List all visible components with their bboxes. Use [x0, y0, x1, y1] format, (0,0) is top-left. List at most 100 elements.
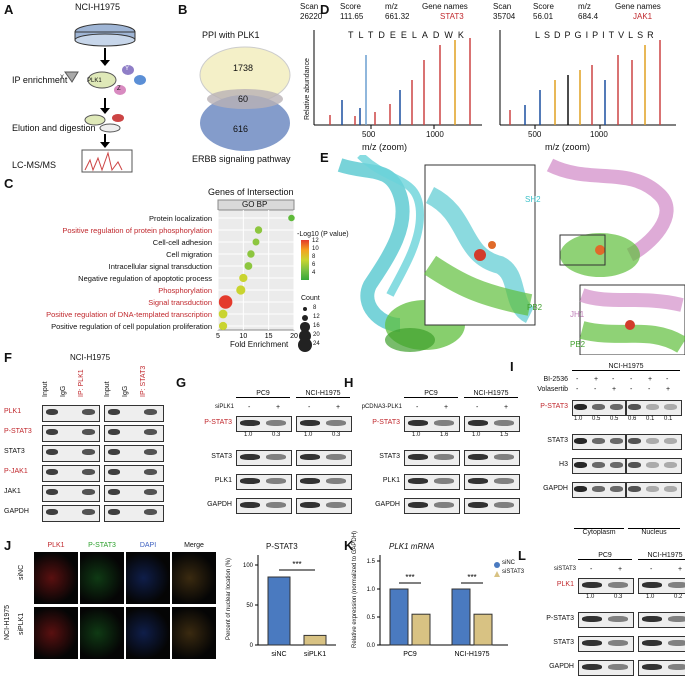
- blot-band: [108, 409, 120, 415]
- panel-letter-c: C: [4, 176, 14, 191]
- blot-band: [326, 454, 346, 460]
- b-title: PPI with PLK1: [202, 30, 260, 40]
- c-header: Genes of Intersection: [208, 187, 294, 197]
- d-right-peptide: LSDPGIPITVLSR: [535, 30, 658, 40]
- blot-band: [408, 478, 428, 484]
- j-panel: PLK1 P-STAT3 DAPI Merge NCI-H1975 siNC siPLK1 P…: [4, 540, 344, 666]
- d-left-xlabel: m/z (zoom): [362, 142, 407, 152]
- blot-band: [82, 469, 95, 475]
- c-legend-title: -Log10 (P value): [297, 231, 349, 238]
- blot-band: [468, 502, 488, 508]
- blot-band: [326, 502, 346, 508]
- h-blot: PC9 NCI-H1975 pCDNA3-PLK1 - + - + P-STAT3 1.0 1.6…: [344, 388, 520, 528]
- k-significance: ***: [467, 573, 476, 582]
- blot-band: [300, 454, 320, 460]
- c-count-dot: [297, 337, 313, 353]
- h-quant: 1.5: [500, 432, 509, 438]
- d-right-residue: P: [592, 30, 603, 40]
- i-cond2-label: Volasertib: [537, 386, 568, 393]
- panel-letter-e: E: [320, 150, 329, 165]
- d-left-peptide: TLTDEELADWK: [348, 30, 469, 40]
- blot-band: [664, 404, 677, 410]
- l-row-label: STAT3: [553, 639, 574, 646]
- k-title: PLK1 mRNA: [389, 542, 435, 551]
- i-quant: 0.1: [664, 416, 673, 422]
- blot-band: [82, 509, 95, 515]
- h-cell-header: NCI-H1975: [464, 390, 518, 398]
- c-count-dot: [303, 307, 307, 311]
- c-colorbar-value: 6: [312, 262, 316, 268]
- c-count-title: Count: [301, 295, 320, 302]
- d-left-residue: D: [378, 30, 390, 40]
- e-sh2-label: SH2: [525, 195, 541, 204]
- d-left-residue: L: [358, 30, 368, 40]
- f-blot: PLK1 P-STAT3 STAT3 P-JAK1 JAK1 GAPDH: [4, 405, 169, 530]
- c-category-label: Cell migration: [166, 250, 212, 259]
- blot-band: [144, 469, 157, 475]
- blot-band: [144, 449, 157, 455]
- blot-band: [434, 420, 454, 426]
- c-dot: [288, 214, 295, 222]
- i-sign1: +: [648, 376, 653, 383]
- g-sign: +: [276, 404, 281, 411]
- blot-band: [608, 582, 628, 588]
- d-ylabel: Relative abundance: [304, 58, 311, 120]
- g-sign: -: [248, 404, 251, 411]
- g-condition: siPLK1: [214, 404, 234, 410]
- l-sign: -: [650, 566, 653, 573]
- c-colorbar-value: 10: [312, 246, 319, 252]
- blot-band: [82, 429, 95, 435]
- d-left-residue: W: [444, 30, 458, 40]
- c-count-dot: [301, 314, 309, 322]
- blot-band: [240, 502, 260, 508]
- l-row-label: GAPDH: [549, 663, 574, 670]
- j-col-header: DAPI: [139, 542, 157, 549]
- c-colorbar-value: 12: [312, 238, 319, 244]
- d-right-residue: I: [602, 30, 609, 40]
- d-right-scan-header: Scan: [493, 2, 512, 11]
- d-right-gene: JAK1: [633, 12, 653, 21]
- blot-band: [610, 462, 623, 468]
- blot-band: [574, 462, 587, 468]
- blot-band: [144, 429, 157, 435]
- blot-band: [144, 509, 157, 515]
- f-lane-labels: Input IgG IP: PLK1 Input IgG IP: STAT3: [42, 365, 164, 401]
- c-dot: [254, 226, 263, 234]
- blot-band: [494, 502, 514, 508]
- j-col-header: Merge: [184, 542, 204, 549]
- d-right-mz: 684.4: [578, 12, 599, 21]
- h-row-label: GAPDH: [375, 501, 400, 508]
- d-left-tick-500: 500: [362, 130, 376, 139]
- c-category-label: Cell-cell adhesion: [153, 238, 212, 247]
- blot-band: [610, 438, 623, 444]
- h-row-label: STAT3: [379, 453, 400, 460]
- blot-band: [300, 478, 320, 484]
- i-sign2: +: [612, 386, 617, 393]
- j-bar-siplk1: [303, 634, 327, 646]
- l-quant: 0.3: [614, 594, 623, 600]
- a-cell-line: NCI-H1975: [75, 2, 121, 12]
- blot-band: [82, 489, 95, 495]
- i-row-label: STAT3: [547, 437, 568, 444]
- blot-band: [646, 486, 659, 492]
- h-sign: -: [416, 404, 419, 411]
- c-dot: [236, 285, 246, 295]
- j-ytick: 50: [246, 603, 253, 609]
- blot-band: [642, 616, 662, 622]
- blot-band: [240, 478, 260, 484]
- panel-letter-h: H: [344, 375, 354, 390]
- d-right-residue: I: [585, 30, 593, 40]
- d-left-residue: A: [421, 30, 433, 40]
- i-row-label: GAPDH: [543, 485, 568, 492]
- blot-band: [628, 462, 641, 468]
- blot-band: [46, 489, 58, 495]
- blot-band: [144, 489, 157, 495]
- b-count-bottom: 616: [233, 124, 249, 134]
- i-blot: NCI-H1975 BI-2536 Volasertib - + - - + - - - + - - + P-…: [512, 360, 685, 540]
- d-right-scan: 35704: [493, 12, 516, 21]
- d-left-spectrum: Scan Score m/z Gene names 26220 111.65 6…: [300, 2, 500, 152]
- b-footer: ERBB signaling pathway: [192, 154, 291, 164]
- blot-band: [592, 438, 605, 444]
- d-right-score: 56.01: [533, 12, 554, 21]
- blot-band: [82, 449, 95, 455]
